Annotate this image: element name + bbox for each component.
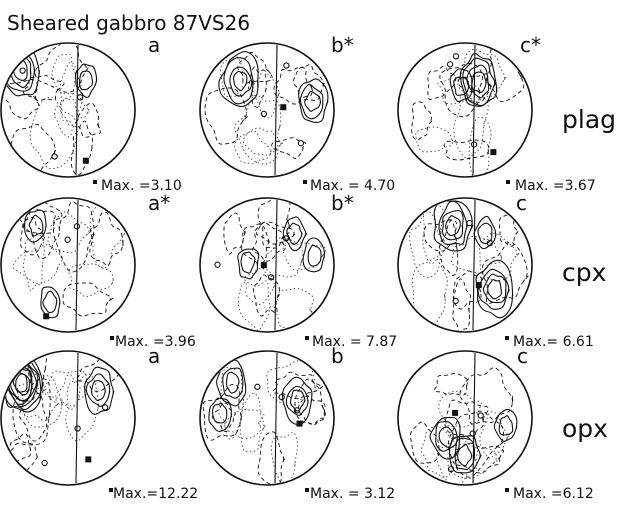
density-contours (411, 48, 525, 176)
pole-figure-opx-3: c Max. =6.12 (397, 344, 594, 502)
axis-letter: c* (520, 33, 541, 57)
stereonet-primitive (0, 42, 136, 178)
pole-figure-opx-2: b Max. = 3.12 (199, 344, 395, 502)
density-contours (408, 199, 529, 331)
axis-letter: c (516, 191, 527, 215)
foliation-trace (75, 199, 79, 331)
stereonet-primitive (0, 197, 136, 333)
axis-letter: b (331, 344, 344, 368)
maximum-marker (43, 313, 50, 320)
stereonet-primitive (199, 42, 335, 178)
mineral-label-plag: plag (562, 105, 616, 134)
density-contours (214, 199, 327, 331)
maximum-marker (475, 282, 482, 289)
axis-letter: b* (331, 33, 354, 57)
pole-figure-cpx-2: b* Max. = 7.87 (199, 191, 397, 350)
max-bullet (109, 488, 113, 492)
density-contours (2, 44, 101, 176)
stereonet-primitive (0, 350, 136, 486)
pole-figure-plag-3: c* Max. =3.67 (397, 33, 596, 194)
pole-figure-opx-1: a Max.=12.22 (0, 344, 198, 502)
density-contours (12, 199, 128, 319)
maximum-marker (296, 420, 303, 427)
max-bullet (110, 336, 114, 340)
axis-letter: a (148, 344, 160, 368)
foliation-trace (472, 199, 476, 331)
pole-figure-cpx-1: a* Max. =3.96 (0, 191, 196, 350)
max-density-label: Max. =3.67 (515, 178, 596, 194)
max-bullet (505, 488, 509, 492)
foliation-trace (75, 352, 79, 484)
stereonet-primitive (397, 197, 533, 333)
foliation-trace (274, 44, 278, 176)
maximum-marker (490, 149, 497, 156)
axis-letter: a (148, 33, 160, 57)
mineral-label-opx: opx (562, 414, 608, 443)
density-contours (2, 352, 120, 471)
pole-figure-plag-1: a Max. =3.10 (0, 33, 182, 194)
max-density-label: Max. =3.10 (101, 178, 182, 194)
foliation-trace (274, 199, 278, 331)
max-bullet (305, 488, 309, 492)
foliation-trace (274, 352, 278, 484)
maximum-marker (85, 456, 92, 463)
max-density-label: Max. = 7.87 (312, 334, 397, 350)
pole-figure-cpx-3: c Max.= 6.61 (397, 191, 594, 350)
figure-title: Sheared gabbro 87VS26 (7, 11, 250, 35)
maximum-marker (452, 409, 459, 416)
max-density-label: Max.=12.22 (113, 486, 198, 502)
density-contours (410, 367, 518, 484)
max-bullet (93, 180, 97, 184)
maximum-marker (260, 262, 267, 269)
max-bullet (305, 336, 309, 340)
axis-letter: b* (331, 191, 354, 215)
mineral-label-cpx: cpx (562, 258, 606, 287)
max-density-label: Max. = 3.12 (310, 486, 395, 502)
stereonet-primitive (397, 42, 533, 178)
max-density-label: Max.= 6.61 (513, 334, 594, 350)
axis-letter: a* (148, 191, 170, 215)
stereonet-primitive (199, 197, 335, 333)
maximum-marker (280, 104, 287, 111)
stereonet-primitive (397, 350, 533, 486)
axis-letter: c (517, 344, 528, 368)
max-density-label: Max. = 4.70 (310, 178, 395, 194)
foliation-trace (472, 44, 476, 176)
max-density-label: Max. =3.96 (115, 334, 196, 350)
density-contours (204, 51, 329, 165)
stereonet-primitive (199, 350, 335, 486)
foliation-trace (472, 352, 476, 484)
pole-figure-plag-2: b* Max. = 4.70 (199, 33, 395, 194)
maximum-marker (82, 157, 89, 164)
max-bullet (506, 180, 510, 184)
max-bullet (505, 336, 509, 340)
foliation-trace (75, 44, 79, 176)
max-bullet (303, 180, 307, 184)
max-density-label: Max. =6.12 (513, 486, 594, 502)
